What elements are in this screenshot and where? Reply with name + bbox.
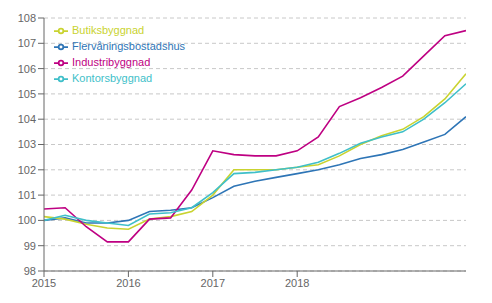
svg-text:103: 103 [18, 138, 36, 150]
svg-text:101: 101 [18, 189, 36, 201]
svg-text:100: 100 [18, 214, 36, 226]
svg-text:2018: 2018 [285, 277, 309, 289]
html-text:Flervåningsbostadshus: Flervåningsbostadshus [72, 40, 186, 53]
html-text:Butiksbyggnad: Butiksbyggnad [72, 24, 145, 36]
svg-text:2015: 2015 [32, 277, 56, 289]
svg-text:107: 107 [18, 37, 36, 49]
html-text:Kontorsbyggnad: Kontorsbyggnad [72, 72, 153, 85]
svg-text:99: 99 [24, 240, 36, 252]
svg-text:102: 102 [18, 164, 36, 176]
svg-text:2016: 2016 [116, 277, 140, 289]
svg-text:106: 106 [18, 63, 36, 75]
svg-text:98: 98 [24, 265, 36, 277]
html-text:Industribyggnad: Industribyggnad [72, 56, 151, 69]
svg-text:104: 104 [18, 113, 36, 125]
svg-text:105: 105 [18, 88, 36, 100]
svg-text:2017: 2017 [201, 277, 225, 289]
svg-text:108: 108 [18, 12, 36, 24]
